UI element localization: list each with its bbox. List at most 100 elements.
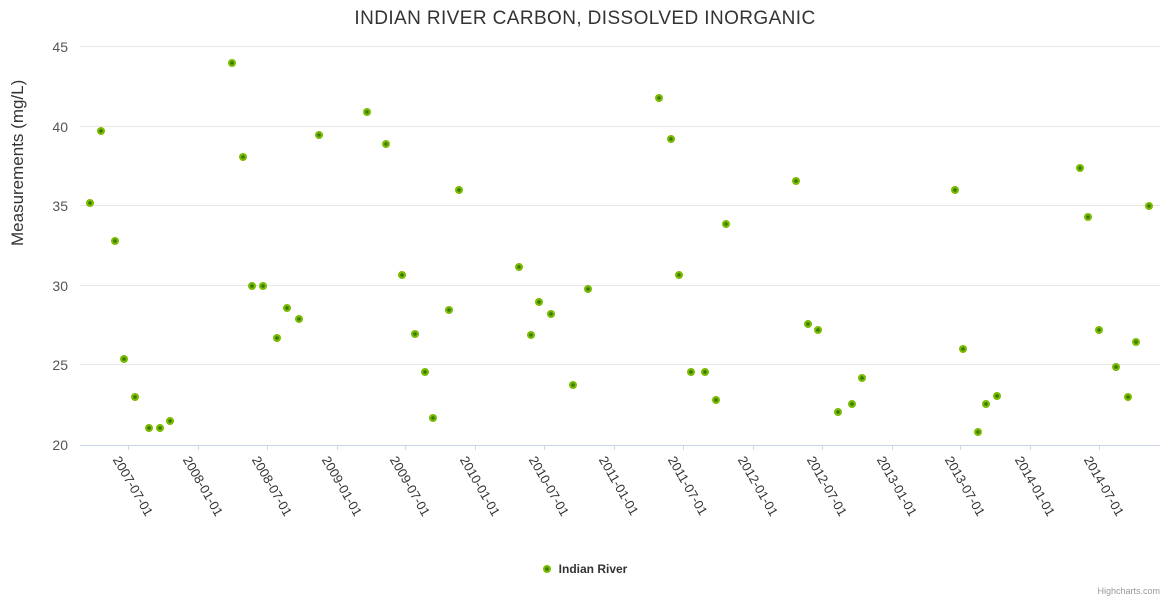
legend-item-indian-river[interactable]: Indian River	[0, 562, 1170, 576]
data-point[interactable]	[804, 320, 813, 329]
x-tick-label: 2011-07-01	[664, 453, 711, 518]
data-point[interactable]	[381, 140, 390, 149]
data-point[interactable]	[238, 152, 247, 161]
data-point[interactable]	[814, 326, 823, 335]
data-point[interactable]	[363, 108, 372, 117]
data-point[interactable]	[666, 135, 675, 144]
data-point[interactable]	[110, 237, 119, 246]
data-point[interactable]	[227, 58, 236, 67]
x-tick	[336, 445, 338, 450]
data-point[interactable]	[950, 186, 959, 195]
y-tick-label: 25	[52, 357, 68, 374]
x-tick	[266, 445, 268, 450]
gridline	[80, 125, 1160, 127]
x-tick	[891, 445, 893, 450]
data-point[interactable]	[1083, 213, 1092, 222]
data-point[interactable]	[1075, 164, 1084, 172]
x-tick	[1030, 445, 1032, 450]
x-tick	[1098, 445, 1100, 450]
x-tick	[405, 445, 407, 450]
legend-marker-icon	[542, 565, 551, 573]
x-tick	[613, 445, 615, 450]
data-point[interactable]	[982, 399, 991, 408]
x-tick	[475, 445, 477, 450]
x-tick-label: 2012-07-01	[803, 453, 850, 519]
data-point[interactable]	[992, 391, 1001, 400]
y-tick-label: 20	[52, 437, 68, 453]
x-tick-label: 2011-01-01	[595, 453, 642, 518]
data-point[interactable]	[155, 423, 164, 432]
data-point[interactable]	[1131, 337, 1140, 346]
x-tick-label: 2013-01-01	[873, 453, 920, 519]
data-point[interactable]	[398, 270, 407, 279]
data-point[interactable]	[145, 423, 154, 432]
x-tick-label: 2009-01-01	[318, 453, 365, 519]
data-point[interactable]	[535, 297, 544, 306]
data-point[interactable]	[687, 367, 695, 376]
x-tick-label: 2010-07-01	[525, 453, 573, 519]
data-point[interactable]	[958, 345, 967, 354]
gridline	[80, 205, 1160, 207]
data-point[interactable]	[791, 176, 800, 185]
x-tick	[821, 445, 823, 450]
chart-title: INDIAN RIVER CARBON, DISSOLVED INORGANIC	[354, 8, 816, 29]
x-tick-label: 2012-01-01	[734, 453, 781, 519]
data-point[interactable]	[247, 281, 256, 290]
data-point[interactable]	[515, 262, 524, 271]
gridline	[80, 46, 1160, 47]
data-point[interactable]	[97, 127, 106, 136]
x-tick	[682, 445, 684, 450]
x-tick	[127, 445, 129, 450]
data-point[interactable]	[410, 329, 419, 338]
plot-area: 2007-07-01 2008-01-01 2008-07-01 2009-01-01…	[80, 46, 1160, 519]
x-tick	[197, 445, 199, 450]
x-tick-label: 2014-01-01	[1012, 453, 1059, 519]
x-tick-label: 2010-01-01	[457, 453, 504, 519]
data-point[interactable]	[445, 305, 454, 314]
data-point[interactable]	[421, 367, 430, 376]
data-point[interactable]	[712, 396, 721, 405]
y-tick-label: 35	[52, 198, 68, 215]
data-point[interactable]	[120, 355, 129, 364]
x-tick	[752, 445, 754, 450]
data-point[interactable]	[701, 367, 710, 376]
data-point[interactable]	[86, 199, 95, 208]
x-tick-label: 2009-07-01	[387, 453, 434, 519]
data-point[interactable]	[974, 428, 983, 437]
x-tick-label: 2007-07-01	[109, 453, 156, 519]
data-point[interactable]	[584, 284, 593, 293]
data-point[interactable]	[722, 219, 731, 228]
x-tick-label: 2013-07-01	[942, 453, 989, 519]
data-point[interactable]	[294, 315, 303, 324]
highcharts-credits-link[interactable]: Highcharts.com	[1097, 586, 1160, 596]
data-point[interactable]	[655, 93, 664, 102]
gridline	[80, 364, 1160, 366]
data-point[interactable]	[1145, 202, 1154, 211]
data-point[interactable]	[282, 304, 291, 313]
data-point[interactable]	[1111, 363, 1120, 371]
data-point[interactable]	[568, 380, 577, 389]
data-point[interactable]	[315, 130, 324, 139]
data-point[interactable]	[674, 270, 683, 279]
data-point[interactable]	[546, 310, 555, 319]
data-point[interactable]	[1094, 326, 1103, 335]
x-tick-label: 2014-07-01	[1080, 453, 1127, 519]
data-point[interactable]	[1123, 393, 1132, 402]
y-tick-label: 40	[52, 118, 68, 135]
x-tick-label: 2008-01-01	[179, 453, 226, 519]
data-point[interactable]	[259, 281, 268, 290]
x-tick	[960, 445, 962, 450]
data-point[interactable]	[272, 334, 281, 343]
data-point[interactable]	[131, 393, 140, 402]
data-point[interactable]	[857, 374, 866, 383]
data-point[interactable]	[848, 399, 857, 408]
y-tick-label: 30	[52, 277, 68, 294]
data-point[interactable]	[833, 407, 842, 416]
y-tick-label: 45	[52, 39, 68, 55]
data-point[interactable]	[527, 331, 536, 340]
data-point[interactable]	[455, 186, 464, 195]
data-point[interactable]	[428, 413, 437, 422]
data-point[interactable]	[166, 417, 174, 426]
legend-label: Indian River	[558, 562, 628, 576]
